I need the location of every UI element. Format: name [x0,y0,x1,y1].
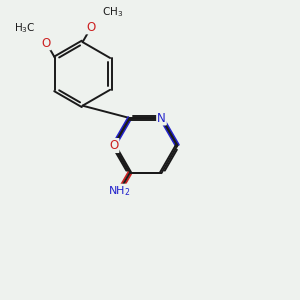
Text: NH$_2$: NH$_2$ [108,184,130,198]
Text: O: O [114,186,123,199]
Text: CH$_3$: CH$_3$ [102,5,124,19]
Text: O: O [86,21,96,34]
Text: O: O [109,139,119,152]
Text: N: N [157,112,166,124]
Text: O: O [42,37,51,50]
Text: N: N [110,139,118,152]
Text: H$_3$C: H$_3$C [14,21,35,35]
